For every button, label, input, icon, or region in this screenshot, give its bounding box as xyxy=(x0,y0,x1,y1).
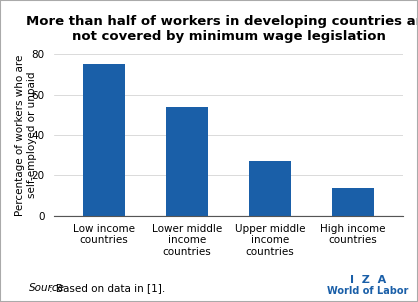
Bar xyxy=(332,188,374,216)
Bar xyxy=(250,161,291,216)
Bar xyxy=(83,64,125,216)
Title: More than half of workers in developing countries are
not covered by minimum wag: More than half of workers in developing … xyxy=(26,15,418,43)
Text: Source: Source xyxy=(29,283,65,293)
Y-axis label: Percentage of workers who are
self-employed or unpaid: Percentage of workers who are self-emplo… xyxy=(15,54,37,216)
Text: I  Z  A: I Z A xyxy=(350,275,386,285)
Text: : Based on data in [1].: : Based on data in [1]. xyxy=(49,283,166,293)
Text: World of Labor: World of Labor xyxy=(327,286,408,296)
Bar xyxy=(166,107,208,216)
